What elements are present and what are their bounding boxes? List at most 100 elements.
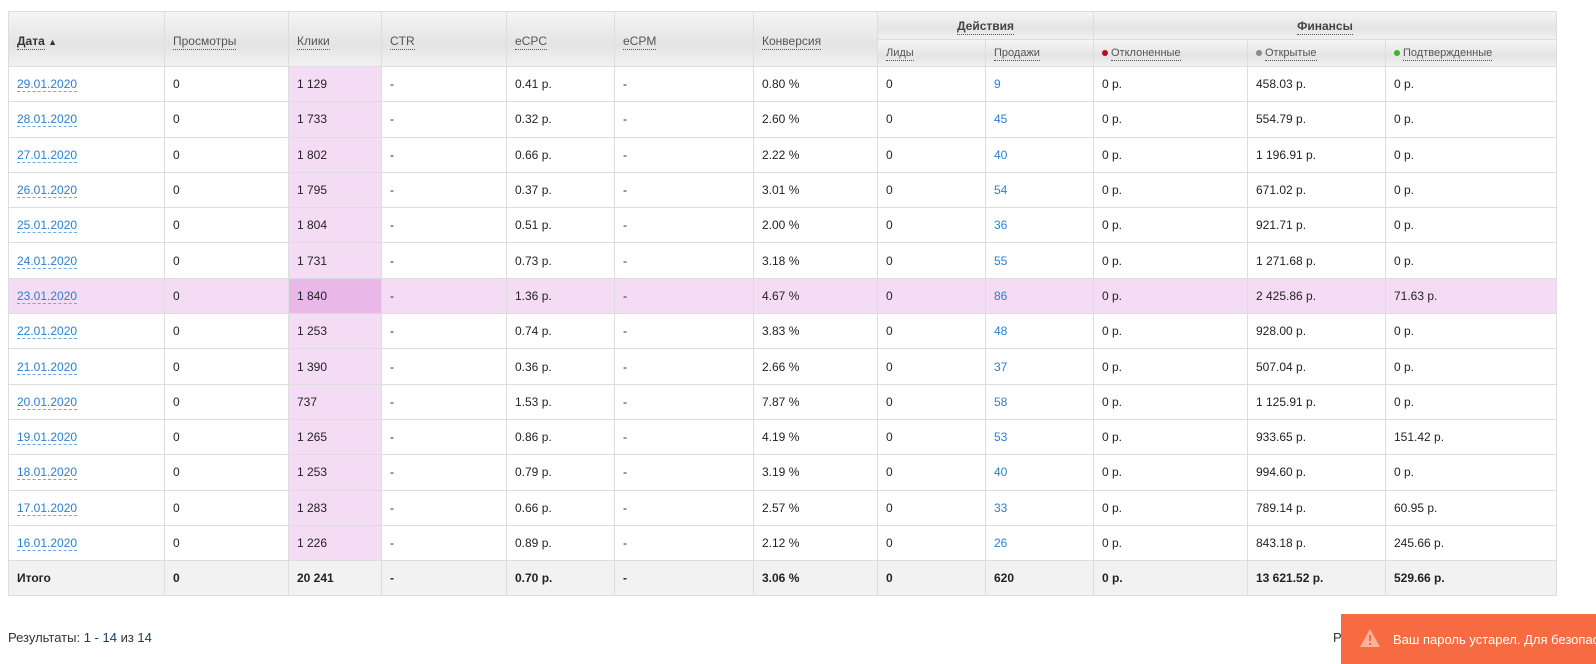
cell: 843.18 р. [1247,524,1386,562]
sales-link[interactable]: 45 [994,112,1008,127]
cell: - [614,277,754,315]
cell: 53 [985,418,1094,456]
sales-link[interactable]: 9 [994,77,1001,92]
sales-link[interactable]: 54 [994,183,1008,198]
cell: 18.01.2020 [8,454,165,491]
cell: 0 [877,418,986,456]
col-leads[interactable]: Лиды [877,39,986,67]
cell: 0 р. [1093,489,1248,526]
sales-link[interactable]: 33 [994,500,1008,515]
cell: 0 [877,348,986,385]
cell: 40 [985,136,1094,173]
date-link[interactable]: 17.01.2020 [17,500,78,516]
sales-link[interactable]: 40 [994,465,1008,480]
col-ecpc[interactable]: eCPC [506,11,615,67]
date-link[interactable]: 21.01.2020 [17,359,78,375]
cell: 0 р. [1093,136,1248,173]
cell: 22.01.2020 [8,313,165,350]
cell: 0.80 % [753,65,878,103]
cell: - [614,313,754,350]
col-open[interactable]: Открытые [1247,39,1386,67]
table-row: 16.01.2020 0 1 226-0.89 р. -2.12 % 0 26 0 р. 84… [8,524,1558,562]
sales-link[interactable]: 36 [994,218,1008,233]
stats-table: Дата ▲ Просмотры Клики CTR eCPC eCPM Кон… [8,11,1558,597]
date-link[interactable]: 28.01.2020 [17,112,78,128]
col-date[interactable]: Дата ▲ [8,11,165,67]
table-row: 25.01.2020 0 1 804-0.51 р. -2.00 % 0 36 0 р. 92… [8,207,1558,244]
cell: 0 [877,489,986,526]
date-link[interactable]: 24.01.2020 [17,253,78,269]
cell: 28.01.2020 [8,101,165,138]
cell: 1.53 р. [506,383,615,420]
cell: 0 р. [1384,136,1558,173]
col-conversion[interactable]: Конверсия [753,11,878,67]
date-link[interactable]: 26.01.2020 [17,183,78,199]
cell: 1 283 [288,489,382,526]
cell: 0.66 р. [506,489,615,526]
date-link[interactable]: 29.01.2020 [17,77,78,93]
sales-link[interactable]: 55 [994,253,1008,268]
col-clicks[interactable]: Клики [288,11,382,67]
cell: - [614,348,754,385]
cell: 0.36 р. [506,348,615,385]
cell: 71.63 р. [1384,277,1558,315]
sales-link[interactable]: 26 [994,536,1008,550]
cell: 0 р. [1093,560,1248,597]
cell: 4.67 % [753,277,878,315]
cell: 0 [164,136,289,173]
cell: 0.51 р. [506,207,615,244]
sales-link[interactable]: 37 [994,359,1008,374]
col-ecpm[interactable]: eCPM [614,11,754,67]
cell: 2 425.86 р. [1247,277,1386,315]
date-link[interactable]: 22.01.2020 [17,324,78,340]
cell: - [614,489,754,526]
cell: 0 [877,65,986,103]
cell: - [381,277,507,315]
date-link[interactable]: 16.01.2020 [17,536,78,551]
cell: 0 р. [1093,524,1248,562]
cell: 994.60 р. [1247,454,1386,491]
date-link[interactable]: 23.01.2020 [17,288,78,304]
cell: 0.74 р. [506,313,615,350]
date-link[interactable]: 27.01.2020 [17,147,78,163]
cell: - [381,383,507,420]
password-expired-toast[interactable]: Ваш пароль устарел. Для безопасности [1341,614,1596,664]
cell: 37 [985,348,1094,385]
cell: 0 р. [1093,418,1248,456]
col-rejected[interactable]: Отклоненные [1093,39,1248,67]
cell: - [381,454,507,491]
date-link[interactable]: 19.01.2020 [17,430,78,446]
cell: 0 [164,524,289,562]
cell: 25.01.2020 [8,207,165,244]
col-ctr[interactable]: CTR [381,11,507,67]
col-views[interactable]: Просмотры [164,11,289,67]
cell: 0 р. [1384,242,1558,279]
col-confirmed[interactable]: Подтвержденные [1384,39,1558,67]
cell: 921.71 р. [1247,207,1386,244]
cell: - [614,454,754,491]
cell: 0.73 р. [506,242,615,279]
sales-link[interactable]: 48 [994,324,1008,339]
sales-link[interactable]: 58 [994,394,1008,409]
sales-link[interactable]: 86 [994,288,1008,303]
cell: 4.19 % [753,418,878,456]
cell: 3.18 % [753,242,878,279]
cell: 0 [877,136,986,173]
date-link[interactable]: 25.01.2020 [17,218,78,234]
cell: 0 р. [1384,207,1558,244]
cell: 0 р. [1093,348,1248,385]
cell: 16.01.2020 [8,524,165,562]
cell: 0 [877,207,986,244]
sales-link[interactable]: 53 [994,430,1008,445]
warning-icon [1360,629,1380,647]
sales-link[interactable]: 40 [994,147,1008,162]
date-link[interactable]: 18.01.2020 [17,465,78,481]
cell: 0 [877,524,986,562]
cell: 0 [164,207,289,244]
table-row: 29.01.2020 0 1 129-0.41 р. -0.80 % 0 9 0 р. 458… [8,65,1558,103]
cell: 48 [985,313,1094,350]
results-summary: Результаты: 1 - 14 из 14 [8,630,152,645]
col-sales[interactable]: Продажи [985,39,1094,67]
table-row: 17.01.2020 0 1 283-0.66 р. -2.57 % 0 33 0 р. 78… [8,489,1558,526]
date-link[interactable]: 20.01.2020 [17,394,78,410]
